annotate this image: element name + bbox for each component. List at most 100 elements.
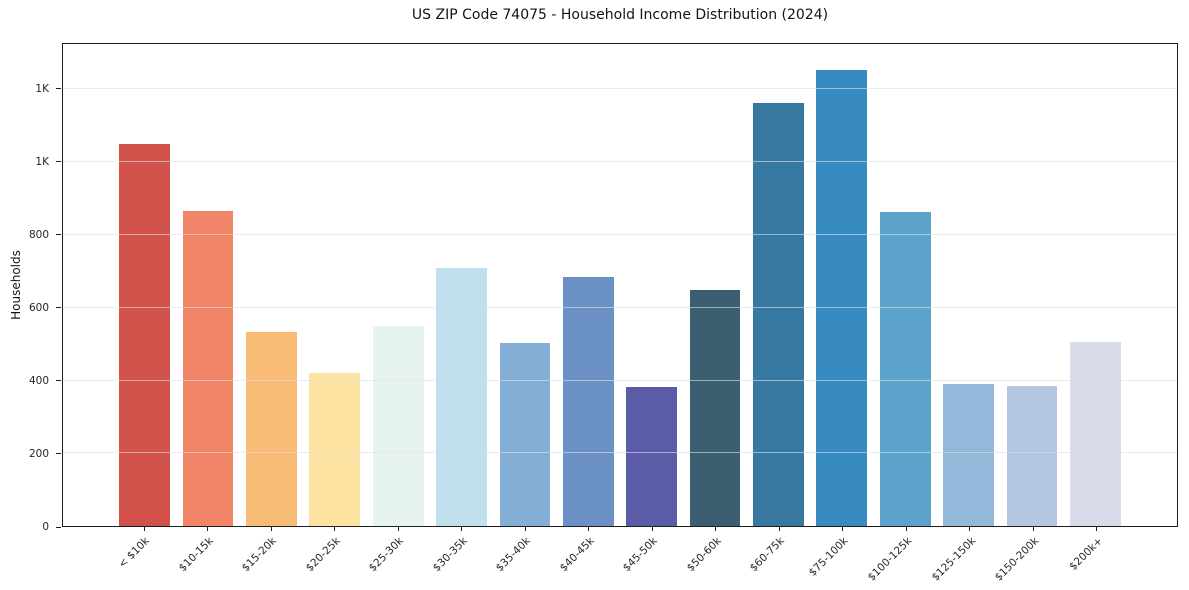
x-tick-mark <box>715 527 717 531</box>
bar-25-30k <box>372 325 424 526</box>
bar-125-150k <box>943 384 994 526</box>
x-slot: $15-20k <box>239 527 303 589</box>
x-slot: $75-100k <box>807 527 875 589</box>
x-tick-mark <box>905 527 907 531</box>
bar-slot <box>683 44 746 526</box>
y-tick-label: 1K <box>35 82 49 95</box>
bar-slot <box>240 44 303 526</box>
x-slot: $40-45k <box>557 527 621 589</box>
y-tick-mark <box>56 88 61 90</box>
bar-30-35k <box>436 267 487 526</box>
x-tick-mark <box>334 527 336 531</box>
bar-slot <box>303 44 366 526</box>
bar-200k <box>1069 341 1121 526</box>
x-slot: $20-25k <box>303 527 367 589</box>
x-tick-label: < $10k <box>116 535 153 571</box>
bar-10k <box>119 144 171 526</box>
chart-title: US ZIP Code 74075 - Household Income Dis… <box>411 7 829 23</box>
x-tick-label: $40-45k <box>557 535 597 575</box>
bar-slot <box>874 44 937 526</box>
x-tick-mark <box>397 527 399 531</box>
x-tick-mark <box>143 527 145 531</box>
bar-20-25k <box>309 373 361 526</box>
bar-60-75k <box>753 102 804 526</box>
x-slot: $10-15k <box>176 527 240 589</box>
x-tick-mark <box>207 527 209 531</box>
plot-area <box>62 43 1178 527</box>
bar-slot <box>493 44 556 526</box>
x-tick-label: $35-40k <box>494 535 534 575</box>
x-slot: $150-200k <box>993 527 1065 589</box>
gridline-600 <box>63 306 1177 308</box>
y-tick-mark <box>56 234 61 236</box>
x-slot: $50-60k <box>684 527 748 589</box>
x-tick-label: $10-15k <box>176 535 216 575</box>
x-axis-ticks: < $10k $10-15k $15-20k $20-25k $25-30k $30-35… <box>62 527 1178 589</box>
x-slot: $100-125k <box>866 527 938 589</box>
bar-slot <box>176 44 239 526</box>
bar-slot <box>937 44 1000 526</box>
bar-slot <box>620 44 683 526</box>
y-tick-label: 1K <box>35 155 49 168</box>
x-tick-mark <box>778 527 780 531</box>
x-tick-mark <box>651 527 653 531</box>
x-tick-mark <box>270 527 272 531</box>
y-tick-mark <box>56 380 61 382</box>
x-slot: < $10k <box>112 527 176 589</box>
bar-slot <box>1000 44 1063 526</box>
gridline-200 <box>63 452 1177 454</box>
x-slot: $45-50k <box>620 527 684 589</box>
bar-slot <box>113 44 176 526</box>
y-tick-mark <box>56 307 61 309</box>
y-tick-label: 800 <box>28 228 49 241</box>
x-slot: $35-40k <box>493 527 557 589</box>
bar-slot <box>367 44 430 526</box>
bar-40-45k <box>562 276 614 526</box>
x-slot: $125-150k <box>929 527 1002 589</box>
y-tick-label: 200 <box>28 447 49 460</box>
x-slot: $60-75k <box>747 527 811 589</box>
bar-15-20k <box>246 332 297 526</box>
x-tick-label: $15-20k <box>240 535 280 575</box>
bar-35-40k <box>499 342 551 526</box>
bar-slot <box>557 44 620 526</box>
bar-slot <box>747 44 810 526</box>
bars-container <box>63 44 1177 526</box>
x-tick-label: $45-50k <box>621 535 661 575</box>
bar-150-200k <box>1006 385 1058 526</box>
x-tick-mark <box>1096 527 1098 531</box>
x-tick-label: $30-35k <box>430 535 470 575</box>
x-tick-mark <box>588 527 590 531</box>
gridline-400 <box>63 379 1177 381</box>
y-tick-label: 0 <box>42 521 49 533</box>
y-axis-ticks: 0 200 400 600 800 1K 1K <box>0 43 62 533</box>
x-tick-mark <box>969 527 971 531</box>
x-tick-label: $75-100k <box>806 535 851 579</box>
bar-50-60k <box>689 289 741 526</box>
bar-slot <box>810 44 873 526</box>
x-tick-mark <box>524 527 526 531</box>
y-tick-label: 400 <box>28 374 49 387</box>
x-tick-mark <box>461 527 463 531</box>
gridline-1200 <box>63 88 1177 90</box>
bar-slot <box>1064 44 1127 526</box>
x-tick-mark <box>1032 527 1034 531</box>
x-tick-mark <box>842 527 844 531</box>
x-tick-label: $60-75k <box>748 535 788 575</box>
x-slot: $30-35k <box>430 527 494 589</box>
y-tick-label: 600 <box>28 301 49 314</box>
x-tick-label: $200k+ <box>1066 535 1105 573</box>
y-tick-mark <box>56 526 61 528</box>
x-tick-label: $25-30k <box>367 535 407 575</box>
x-tick-label: $20-25k <box>303 535 343 575</box>
bar-100-125k <box>879 212 931 526</box>
gridline-1000 <box>63 161 1177 163</box>
y-tick-mark <box>56 161 61 163</box>
bar-45-50k <box>626 387 678 526</box>
bar-slot <box>430 44 493 526</box>
gridline-800 <box>63 233 1177 235</box>
bar-10-15k <box>182 211 234 526</box>
bar-75-100k <box>816 69 868 526</box>
x-slot: $25-30k <box>366 527 430 589</box>
